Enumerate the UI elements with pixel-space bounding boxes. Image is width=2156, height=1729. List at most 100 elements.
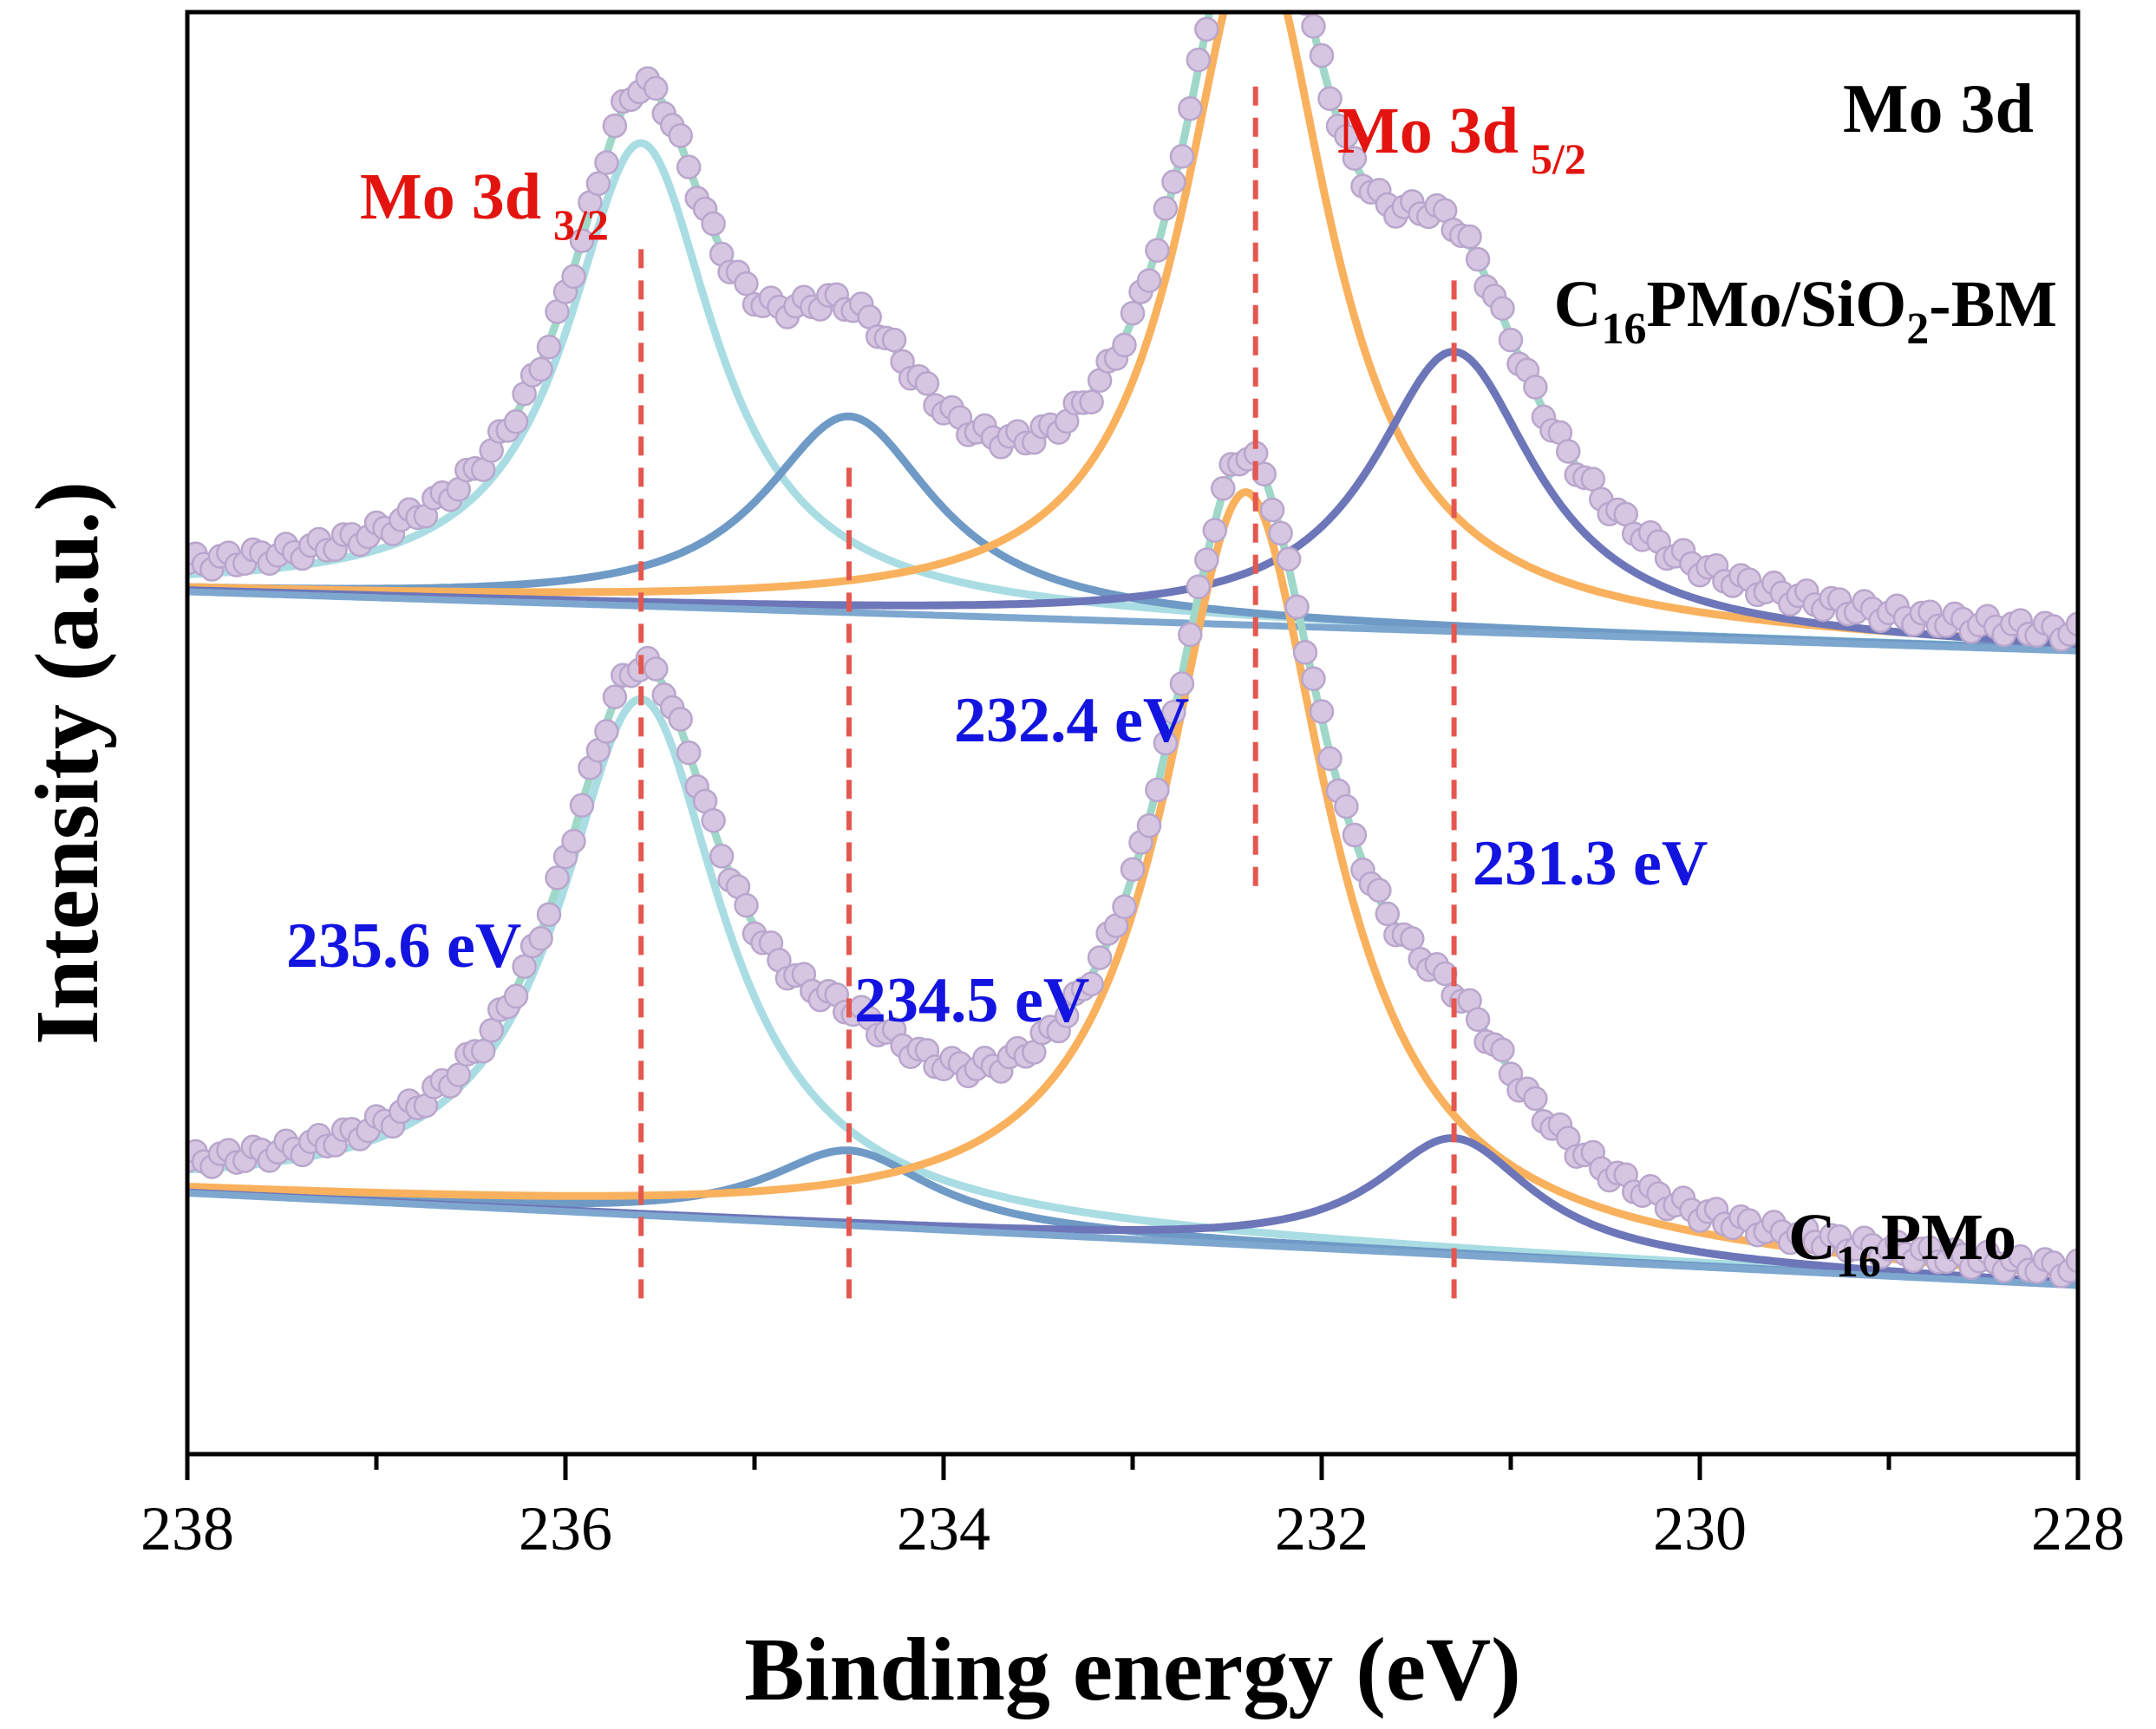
data-point <box>1292 640 1318 665</box>
data-point <box>709 844 735 869</box>
data-point <box>734 892 759 918</box>
data-point <box>1367 878 1392 904</box>
data-point <box>569 793 595 819</box>
data-point <box>1145 238 1170 264</box>
data-point <box>1202 518 1228 543</box>
data-point <box>569 228 595 253</box>
data-point <box>881 327 907 353</box>
sample-label-c16pmo: C16PMo <box>1788 1201 2016 1287</box>
data-point <box>1153 196 1179 221</box>
x-tick-label: 234 <box>897 1494 990 1563</box>
data-point <box>676 740 702 766</box>
annotation-232-4: 232.4 eV <box>954 685 1189 756</box>
data-point <box>644 75 669 101</box>
data-point <box>1161 169 1186 195</box>
x-axis: 238 236 234 232 230 228 <box>140 1454 2125 1563</box>
data-point <box>1161 700 1186 725</box>
annotation-231-3: 231.3 eV <box>1473 828 1708 899</box>
data-point <box>2065 1248 2078 1274</box>
data-point <box>2065 611 2078 637</box>
data-point <box>1194 547 1219 572</box>
data-point <box>602 684 628 710</box>
data-point <box>1498 327 1524 353</box>
baseline-line <box>187 588 2078 655</box>
data-point <box>536 334 562 360</box>
data-point <box>1457 224 1482 250</box>
data-point <box>1120 857 1146 882</box>
x-axis-title: Binding energy (eV) <box>744 1620 1521 1719</box>
baseline-line <box>187 1190 2078 1289</box>
data-point <box>1317 746 1343 772</box>
data-point <box>1112 894 1137 920</box>
data-point <box>1490 296 1515 321</box>
data-point <box>1120 300 1146 326</box>
data-point <box>561 264 586 290</box>
data-point <box>701 211 726 237</box>
data-point <box>1400 926 1425 951</box>
data-point <box>1465 246 1491 272</box>
data-point <box>914 371 940 396</box>
y-axis-title: Intensity (a.u.) <box>17 481 117 1045</box>
data-point <box>1054 1003 1080 1028</box>
panel-0 <box>187 12 2078 655</box>
data-point <box>1079 389 1104 414</box>
data-point <box>479 1017 504 1043</box>
data-point <box>594 719 619 744</box>
guide-lines <box>638 76 1457 1299</box>
annotation-234-5: 234.5 eV <box>854 965 1089 1036</box>
data-point <box>446 1062 472 1087</box>
data-point <box>528 926 553 951</box>
data-point <box>1342 146 1368 171</box>
data-point <box>1259 497 1285 523</box>
data-point <box>470 1038 496 1064</box>
data-point <box>701 807 726 833</box>
data-point <box>1178 96 1203 121</box>
data-point <box>1186 574 1212 600</box>
data-point <box>668 123 693 148</box>
data-point <box>644 656 669 682</box>
annotation-mo3d52: Mo 3d 5/2 <box>1337 95 1586 183</box>
data-point <box>1268 520 1293 546</box>
data-point <box>1112 332 1137 358</box>
data-point <box>1087 945 1113 970</box>
data-point <box>668 707 693 732</box>
data-point <box>602 113 628 139</box>
x-tick-label: 238 <box>140 1494 234 1563</box>
data-point <box>1178 622 1203 648</box>
data-point <box>503 983 529 1009</box>
data-point <box>1301 14 1326 39</box>
data-point <box>1284 594 1310 620</box>
data-point <box>1145 777 1170 803</box>
data-point <box>1136 268 1162 293</box>
data-point <box>1309 42 1335 69</box>
plot-area <box>187 12 2078 1289</box>
x-tick-label: 228 <box>2031 1494 2125 1563</box>
chart-title: Mo 3d <box>1843 71 2034 147</box>
data-point <box>1136 812 1162 838</box>
data-point <box>1342 822 1368 848</box>
panel-1 <box>187 440 2078 1289</box>
data-point <box>503 409 529 434</box>
data-point <box>1194 16 1219 42</box>
data-point <box>1309 699 1335 724</box>
data-point <box>545 865 570 891</box>
data-point <box>1523 1086 1548 1112</box>
data-point <box>1334 123 1359 149</box>
data-point <box>1276 546 1302 571</box>
data-point <box>561 828 586 854</box>
data-point <box>734 271 759 297</box>
data-point <box>1375 901 1401 927</box>
data-point <box>1465 1007 1491 1033</box>
x-tick-label: 236 <box>519 1494 612 1563</box>
data-point <box>1301 666 1326 692</box>
data-point <box>528 356 553 382</box>
sample-label-bm: C16PMo/SiO2-BM <box>1554 268 2057 354</box>
x-tick-label: 232 <box>1275 1494 1369 1563</box>
data-point <box>512 954 537 979</box>
data-point <box>1079 971 1104 997</box>
data-point <box>1317 86 1343 111</box>
annotation-235-6: 235.6 eV <box>286 910 521 982</box>
component-peak-2 <box>187 12 2078 647</box>
